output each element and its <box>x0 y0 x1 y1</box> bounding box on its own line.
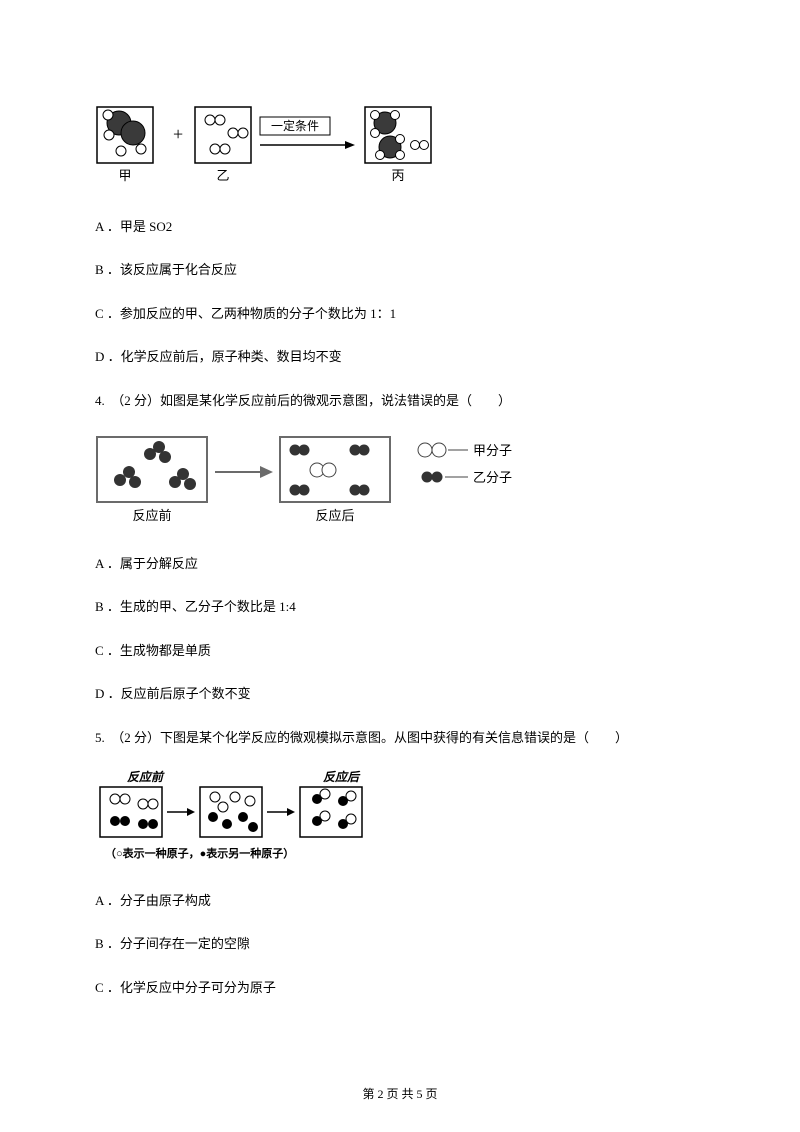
q3-plus: + <box>173 124 183 144</box>
q3-label-bing: 丙 <box>391 168 404 183</box>
q3-diagram: 甲 + 乙 一定条件 <box>95 105 705 195</box>
q4-option-c: C ．生成物都是单质 <box>95 639 705 662</box>
q3-option-a: A ．甲是 SO2 <box>95 215 705 238</box>
q3-option-c: C ．参加反应的甲、乙两种物质的分子个数比为 1：1 <box>95 302 705 325</box>
q4-label-before: 反应前 <box>132 508 171 523</box>
q4-option-a: A ．属于分解反应 <box>95 552 705 575</box>
q4-legend-yi: 乙分子 <box>473 470 512 485</box>
q5-stem: 5. （2 分）下图是某个化学反应的微观模拟示意图。从图中获得的有关信息错误的是… <box>95 726 705 749</box>
q4-legend-jia: 甲分子 <box>473 443 512 458</box>
page-footer: 第 2 页 共 5 页 <box>0 1085 800 1102</box>
q4-diagram: 反应前 反应后 甲分子 乙分子 <box>95 432 705 532</box>
q3-option-d: D ．化学反应前后，原子种类、数目均不变 <box>95 345 705 368</box>
q5-option-a: A ．分子由原子构成 <box>95 889 705 912</box>
q5-svg: 反应前 反应后 <box>95 769 415 869</box>
q3-arrow-label: 一定条件 <box>271 118 319 133</box>
q4-svg: 反应前 反应后 甲分子 乙分子 <box>95 432 515 532</box>
q4-option-d: D ．反应前后原子个数不变 <box>95 682 705 705</box>
q3-option-b: B ．该反应属于化合反应 <box>95 258 705 281</box>
q5-legend: （○表示一种原子，●表示另一种原子） <box>105 846 294 860</box>
q5-option-b: B ．分子间存在一定的空隙 <box>95 932 705 955</box>
q3-svg: 甲 + 乙 一定条件 <box>95 105 435 195</box>
q5-label-after: 反应后 <box>323 770 361 784</box>
q5-label-before: 反应前 <box>127 770 165 784</box>
q4-label-after: 反应后 <box>315 508 354 523</box>
q3-label-jia: 甲 <box>118 168 131 183</box>
q3-label-yi: 乙 <box>216 168 229 183</box>
page-content: 甲 + 乙 一定条件 <box>0 0 800 999</box>
q5-option-c: C ．化学反应中分子可分为原子 <box>95 976 705 999</box>
q5-diagram: 反应前 反应后 <box>95 769 705 869</box>
q4-stem: 4. （2 分）如图是某化学反应前后的微观示意图，说法错误的是（ ） <box>95 389 705 412</box>
q4-option-b: B ．生成的甲、乙分子个数比是 1:4 <box>95 595 705 618</box>
